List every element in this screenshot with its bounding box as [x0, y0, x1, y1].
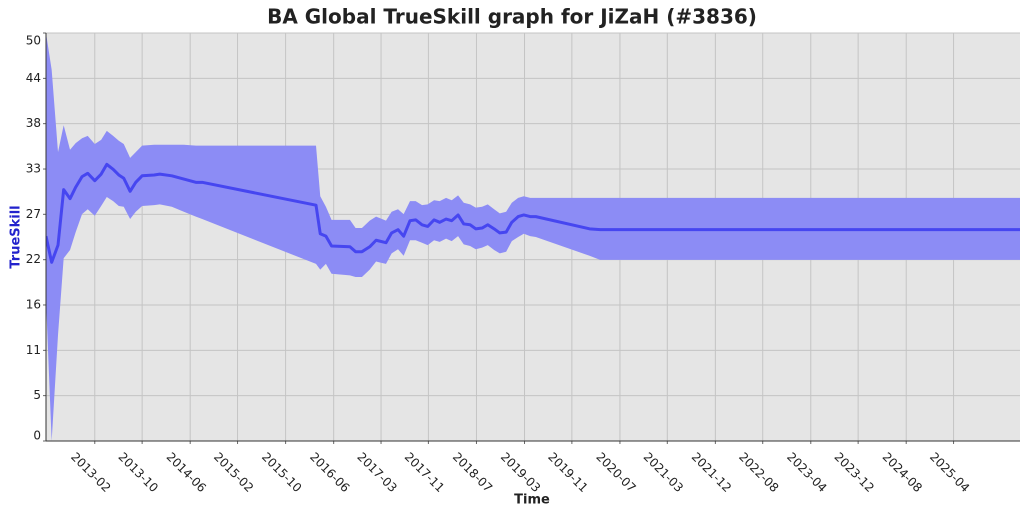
y-axis-label: TrueSkill: [9, 205, 24, 268]
y-tick-label: 44: [26, 71, 41, 85]
y-tick-label: 5: [33, 388, 41, 402]
confidence-band: [46, 33, 1020, 441]
x-axis-label: Time: [514, 493, 550, 508]
plot: [46, 33, 1020, 441]
trueskill-line: [46, 162, 1020, 264]
y-tick-label: 16: [26, 297, 41, 311]
y-tick-label: 50: [26, 34, 41, 48]
y-tick-label: 27: [26, 207, 41, 221]
y-tick-label: 33: [26, 162, 41, 176]
y-tick-label: 22: [26, 252, 41, 266]
y-tick-label: 38: [26, 116, 41, 130]
y-tick-label: 11: [26, 343, 41, 357]
y-tick-label: 0: [33, 429, 41, 443]
chart-title: BA Global TrueSkill graph for JiZaH (#38…: [267, 5, 757, 29]
